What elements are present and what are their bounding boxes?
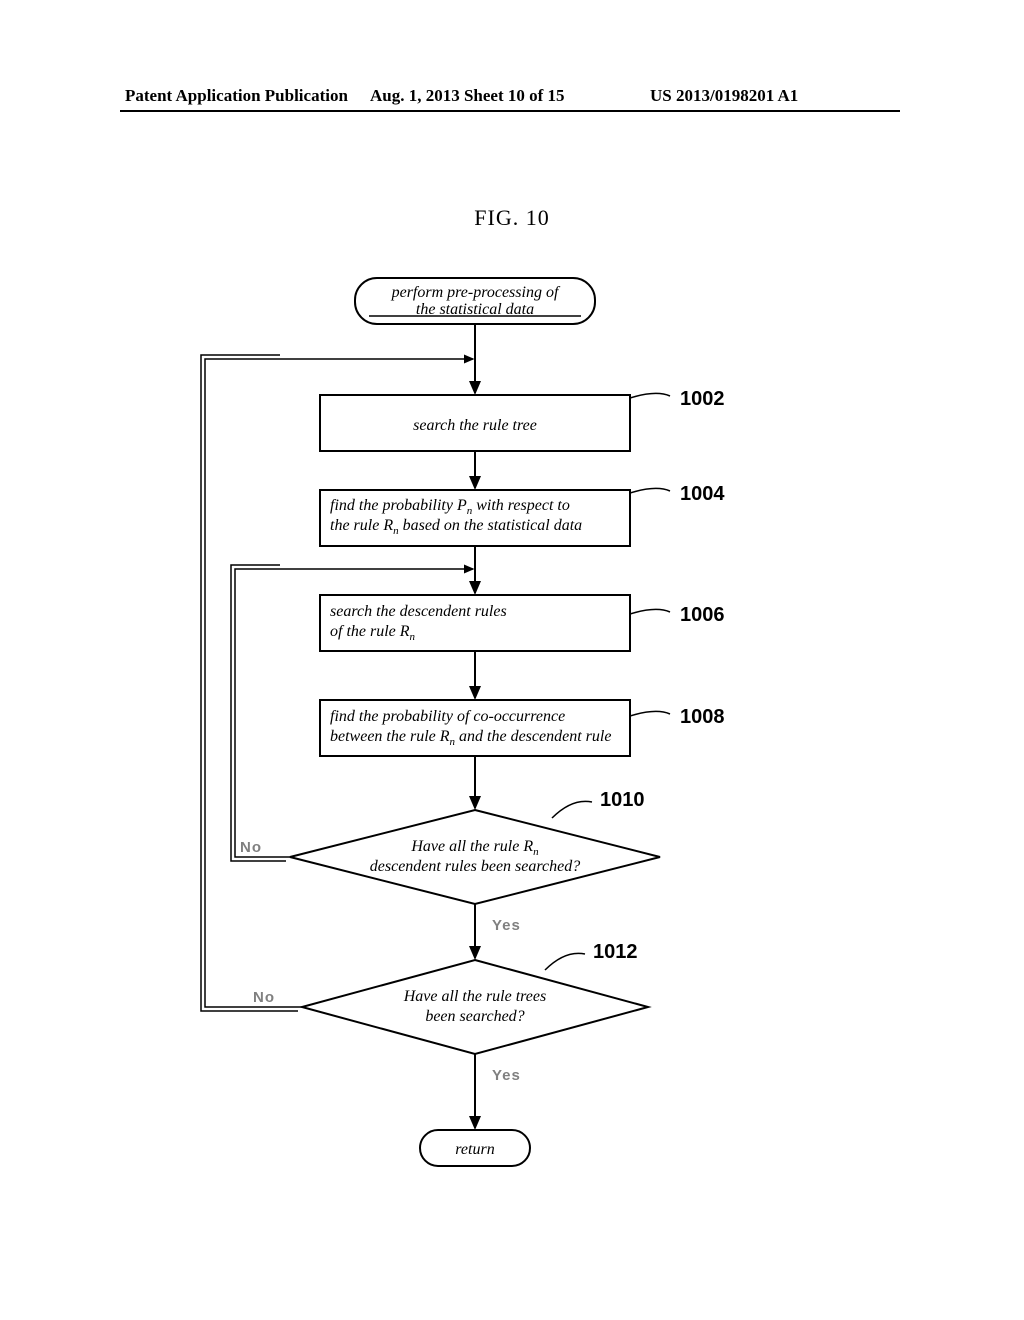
ref-1006: 1006 (680, 604, 725, 626)
page: Patent Application Publication Aug. 1, 2… (0, 0, 1024, 1320)
no-1010: No (240, 839, 262, 856)
return-node: return (420, 1130, 530, 1166)
flowchart: perform pre-processing of the statistica… (0, 0, 1024, 1320)
svg-text:find the probability of co-occ: find the probability of co-occurrence (330, 708, 565, 725)
svg-text:been searched?: been searched? (425, 1008, 524, 1025)
svg-text:descendent rules been searched: descendent rules been searched? (370, 858, 580, 875)
ref-1002: 1002 (680, 388, 725, 410)
svg-text:Have all the rule trees: Have all the rule trees (403, 988, 546, 1005)
loop-1012-top (201, 355, 473, 1011)
leader-1012 (545, 953, 585, 970)
svg-text:perform pre-processing of: perform pre-processing of (391, 284, 561, 301)
svg-text:return: return (455, 1141, 494, 1158)
node-1006: search the descendent rules of the rule … (320, 595, 630, 651)
no-1012: No (253, 989, 275, 1006)
decision-1012: Have all the rule trees been searched? (302, 960, 648, 1054)
leader-1008 (630, 711, 670, 716)
svg-text:search the descendent rules: search the descendent rules (330, 603, 507, 620)
ref-1004: 1004 (680, 483, 725, 505)
leader-1006 (630, 609, 670, 614)
node-1008: find the probability of co-occurrence be… (320, 700, 630, 756)
leader-1010 (552, 801, 592, 818)
ref-1008: 1008 (680, 706, 725, 728)
start-node: perform pre-processing of the statistica… (355, 278, 595, 324)
node-1002: search the rule tree (320, 395, 630, 451)
leader-1002 (630, 393, 670, 398)
ref-1010: 1010 (600, 789, 645, 811)
decision-1010: Have all the rule Rn descendent rules be… (290, 810, 660, 904)
ref-1012: 1012 (593, 941, 638, 963)
yes-1010: Yes (492, 917, 521, 934)
node-1004: find the probability Pn with respect to … (320, 490, 630, 546)
svg-text:the statistical data: the statistical data (416, 301, 534, 318)
leader-1004 (630, 488, 670, 493)
yes-1012: Yes (492, 1067, 521, 1084)
svg-text:search the rule tree: search the rule tree (413, 417, 537, 434)
